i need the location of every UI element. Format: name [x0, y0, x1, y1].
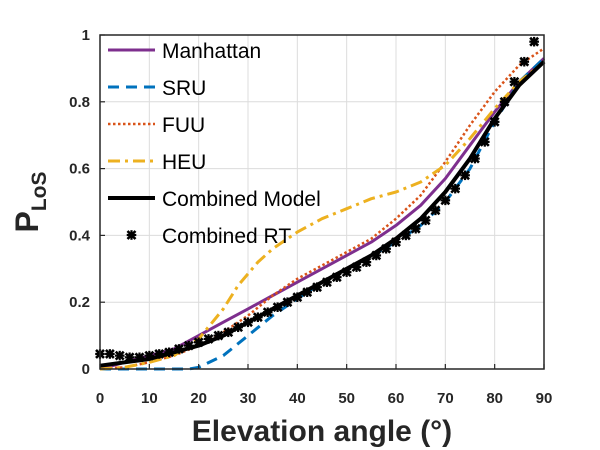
series-layer — [95, 36, 546, 371]
data-point-marker — [144, 350, 155, 361]
y-axis-title-main: P — [9, 211, 45, 232]
data-point-marker — [272, 302, 283, 313]
y-ticks: 0 0.2 0.4 0.6 0.8 1 — [69, 27, 105, 378]
data-point-marker — [183, 340, 194, 351]
data-point-marker — [440, 195, 451, 206]
data-point-marker — [193, 337, 204, 348]
x-tick-label: 60 — [388, 390, 405, 407]
data-point-marker — [341, 267, 352, 278]
legend-label: Manhattan — [162, 40, 261, 63]
y-tick-label: 0.6 — [69, 161, 90, 178]
data-point-marker — [134, 352, 145, 363]
data-point-marker — [391, 237, 401, 247]
data-point-marker — [252, 312, 263, 323]
series-sru — [100, 57, 546, 371]
data-point-marker — [351, 262, 362, 273]
x-tick-label: 50 — [338, 390, 355, 407]
data-point-marker — [104, 349, 115, 359]
data-point-marker — [322, 277, 332, 288]
x-tick-label: 10 — [141, 390, 158, 407]
data-point-marker — [312, 282, 322, 293]
data-point-marker — [381, 243, 392, 254]
series-combined-rt — [95, 36, 540, 363]
data-point-marker — [529, 36, 540, 47]
x-tick-label: 0 — [96, 390, 104, 407]
legend-label: HEU — [162, 151, 206, 174]
data-point-marker — [203, 334, 214, 344]
data-point-marker — [489, 116, 500, 127]
x-axis-title: Elevation angle (°) — [192, 415, 452, 448]
series-line-combined-model — [99, 60, 546, 368]
x-tick-label: 40 — [289, 390, 306, 407]
legend-label: SRU — [162, 77, 206, 100]
legend-entry-fuu: FUU — [108, 114, 205, 137]
legend-label: Combined Model — [162, 188, 321, 211]
legend-entry-sru: SRU — [108, 77, 206, 100]
y-tick-label: 0.8 — [69, 94, 90, 111]
data-point-marker — [361, 257, 372, 268]
data-point-marker — [126, 230, 137, 240]
data-point-marker — [400, 230, 411, 241]
data-point-marker — [282, 297, 293, 308]
y-axis-title-sub: LoS — [28, 171, 51, 211]
data-point-marker — [499, 96, 510, 107]
data-point-marker — [213, 330, 224, 341]
legend-entry-heu: HEU — [108, 151, 206, 174]
legend-label: Combined RT — [162, 225, 291, 248]
y-tick-label: 0 — [82, 361, 90, 378]
data-point-marker — [262, 307, 273, 318]
y-tick-label: 0.2 — [69, 294, 90, 311]
x-tick-label: 30 — [240, 390, 257, 407]
x-ticks: 0 10 20 30 40 50 60 70 80 90 — [96, 364, 553, 407]
data-point-marker — [114, 350, 125, 361]
legend-entry-combined-rt: Combined RT — [126, 225, 291, 248]
data-point-marker — [410, 223, 421, 234]
data-point-marker — [519, 56, 530, 67]
data-point-marker — [470, 153, 480, 164]
data-point-marker — [164, 347, 174, 358]
data-point-marker — [450, 183, 461, 194]
x-tick-label: 90 — [536, 390, 553, 407]
data-point-marker — [233, 322, 244, 333]
x-tick-label: 80 — [486, 390, 503, 407]
data-point-marker — [460, 170, 470, 181]
y-tick-label: 0.4 — [69, 227, 91, 244]
plot-frame — [99, 34, 545, 370]
legend: Manhattan SRU FUU HEU Combined Model Combined… — [108, 40, 321, 248]
data-point-marker — [223, 327, 234, 338]
series-line-heu — [99, 60, 545, 371]
legend-entry-manhattan: Manhattan — [108, 40, 261, 63]
y-axis-title: PLoS — [9, 171, 51, 232]
data-point-marker — [174, 344, 184, 354]
data-point-marker — [154, 349, 165, 359]
legend-label: FUU — [162, 114, 205, 137]
x-tick-label: 70 — [437, 390, 454, 407]
data-point-marker — [420, 215, 431, 226]
series-line-manhattan — [99, 57, 546, 371]
data-point-marker — [331, 272, 342, 283]
legend-entry-combined-model: Combined Model — [108, 188, 321, 211]
data-point-marker — [292, 292, 303, 303]
series-line-sru — [100, 57, 546, 371]
series-combined-model — [99, 60, 546, 368]
data-point-marker — [430, 205, 441, 216]
y-tick-label: 1 — [82, 27, 90, 44]
data-point-marker — [124, 352, 135, 363]
data-point-marker — [302, 287, 313, 298]
data-point-marker — [479, 136, 490, 147]
data-point-marker — [243, 317, 253, 328]
series-heu — [99, 60, 545, 371]
series-manhattan — [99, 57, 546, 371]
data-point-marker — [371, 250, 382, 261]
data-point-marker — [509, 76, 520, 87]
x-tick-label: 20 — [190, 390, 207, 407]
